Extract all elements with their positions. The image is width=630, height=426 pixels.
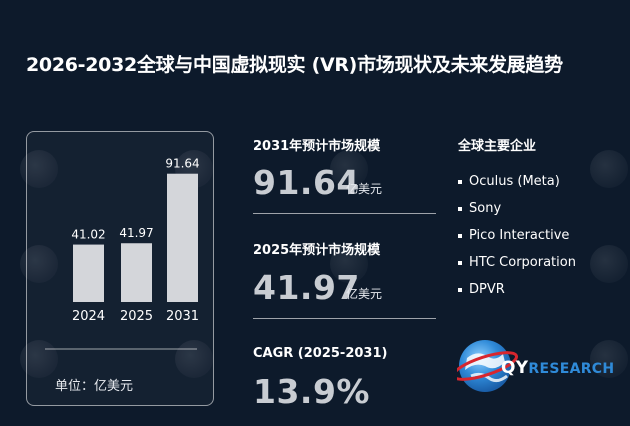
company-item: DPVR xyxy=(458,276,576,303)
bar-2024 xyxy=(73,244,104,302)
company-name: Pico Interactive xyxy=(469,227,570,243)
company-name: Oculus (Meta) xyxy=(469,173,560,189)
companies-title: 全球主要企业 xyxy=(458,139,537,154)
data-label: 41.97 xyxy=(119,226,153,240)
metric-2025-value: 41.97 xyxy=(253,268,360,307)
company-item: Oculus (Meta) xyxy=(458,168,576,195)
company-item: HTC Corporation xyxy=(458,249,576,276)
qyresearch-logo: QYRESEARCH xyxy=(457,332,614,396)
bullet-icon xyxy=(458,206,462,211)
category-label: 2024 xyxy=(72,309,105,324)
page-title: 2026-2032全球与中国虚拟现实 (VR)市场现状及未来发展趋势 xyxy=(26,54,563,76)
bullet-icon xyxy=(458,179,462,184)
company-item: Pico Interactive xyxy=(458,222,576,249)
bullet-icon xyxy=(458,287,462,292)
category-label: 2025 xyxy=(120,309,153,324)
metric-2025-label: 2025年预计市场规模 xyxy=(253,243,381,258)
category-label: 2031 xyxy=(166,309,199,324)
company-item: Sony xyxy=(458,195,576,222)
bar-2025 xyxy=(121,243,152,302)
bar-chart: 41.02 2024 41.97 2025 91.64 2031 xyxy=(45,157,200,350)
bar-2031 xyxy=(167,173,198,302)
bullet-icon xyxy=(458,233,462,238)
bar-chart-card: 41.02 2024 41.97 2025 91.64 2031 单位：亿美元 xyxy=(26,131,214,406)
metric-divider xyxy=(253,318,436,319)
logo-text: QYRESEARCH xyxy=(501,358,615,378)
company-name: Sony xyxy=(469,200,502,216)
data-label: 41.02 xyxy=(71,228,105,242)
metric-2031-value: 91.64 xyxy=(253,163,360,202)
metric-2031-unit: 亿美元 xyxy=(346,182,383,196)
company-name: HTC Corporation xyxy=(469,254,576,270)
metric-divider xyxy=(253,213,436,214)
globe-icon xyxy=(457,340,519,392)
data-label: 91.64 xyxy=(165,157,199,171)
metric-2025-unit: 亿美元 xyxy=(346,287,383,301)
company-list: Oculus (Meta) Sony Pico Interactive HTC … xyxy=(458,168,576,303)
cagr-label: CAGR (2025-2031) xyxy=(253,346,388,361)
bullet-icon xyxy=(458,260,462,265)
chart-unit-label: 单位：亿美元 xyxy=(55,379,134,394)
company-name: DPVR xyxy=(469,281,505,297)
metric-2031-label: 2031年预计市场规模 xyxy=(253,139,381,154)
cagr-value: 13.9% xyxy=(253,372,370,411)
